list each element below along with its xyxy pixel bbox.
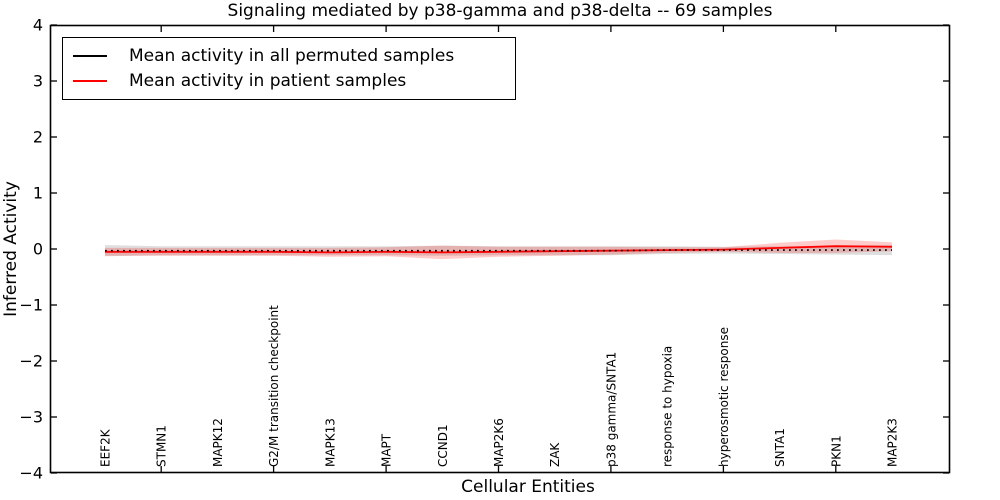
series-line-patient <box>105 245 893 254</box>
x-category-label: SNTA1 <box>773 428 787 467</box>
x-category-label: response to hypoxia <box>661 346 675 467</box>
series-band-1 <box>105 239 892 260</box>
y-tick-label: −2 <box>19 352 43 371</box>
y-tick-label: 0 <box>33 240 43 259</box>
y-tick-label: −3 <box>19 408 43 427</box>
chart-title: Signaling mediated by p38-gamma and p38-… <box>227 1 773 21</box>
permuted-line-swatch <box>73 54 107 57</box>
x-category-label: MAPK12 <box>211 418 225 467</box>
x-category-label: MAP2K3 <box>886 418 900 467</box>
legend-box: Mean activity in all permuted samples Me… <box>62 37 516 100</box>
y-tick-label: 3 <box>33 72 43 91</box>
x-category-label: p38 gamma/SNTA1 <box>604 352 618 467</box>
x-category-label: STMN1 <box>155 425 169 467</box>
y-tick-label: 2 <box>33 128 43 147</box>
y-tick-label: 4 <box>33 16 43 35</box>
x-category-label: MAPK13 <box>323 418 337 467</box>
x-category-label: MAP2K6 <box>492 418 506 467</box>
x-category-label: G2/M transition checkpoint <box>267 305 281 467</box>
legend-label-permuted: Mean activity in all permuted samples <box>129 45 455 66</box>
legend-entry-patient: Mean activity in patient samples <box>73 71 505 91</box>
x-category-label: ZAK <box>548 442 562 467</box>
legend-label-patient: Mean activity in patient samples <box>129 71 407 92</box>
y-axis-label: Inferred Activity <box>1 181 21 317</box>
series-band-0 <box>105 245 892 257</box>
y-tick-label: −4 <box>19 464 43 483</box>
y-tick-label: −1 <box>19 296 43 315</box>
x-category-label: hyperosmotic response <box>717 327 731 467</box>
x-category-label: CCND1 <box>436 424 450 467</box>
y-tick-label: 1 <box>33 184 43 203</box>
x-axis-label: Cellular Entities <box>461 477 595 497</box>
x-category-label: PKN1 <box>829 435 843 467</box>
x-category-label: EEF2K <box>99 428 113 467</box>
legend-entry-permuted: Mean activity in all permuted samples <box>73 46 505 66</box>
x-category-label: MAPT <box>380 433 394 467</box>
patient-line-swatch <box>73 80 107 83</box>
axes-spines <box>49 24 951 474</box>
